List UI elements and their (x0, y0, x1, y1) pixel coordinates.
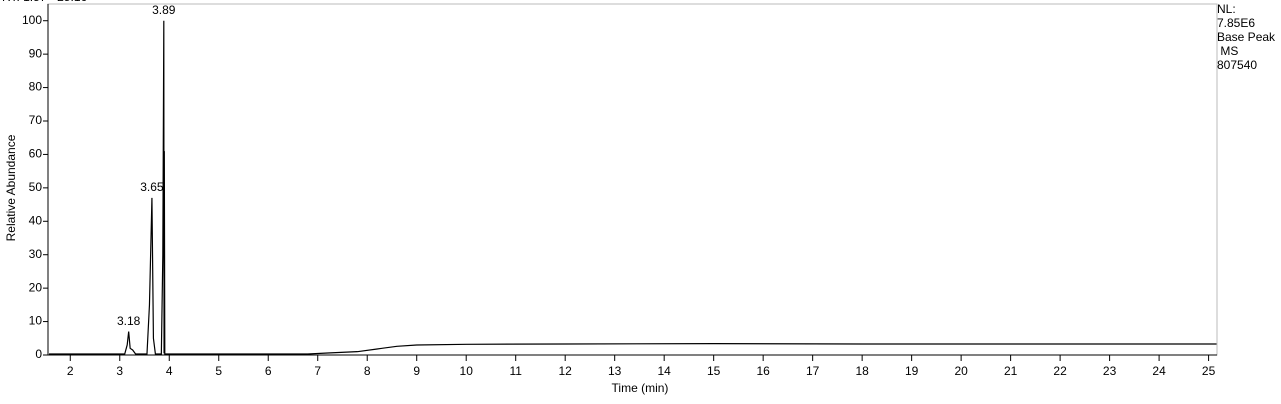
x-tick-label: 11 (509, 364, 522, 378)
side-note: Base Peak (1217, 30, 1276, 44)
x-tick-label: 5 (215, 364, 222, 378)
x-tick-label: 23 (1103, 364, 1117, 378)
header: RT: 1.57 - 25.16 (2, 0, 87, 4)
y-tick-label: 30 (29, 247, 43, 261)
x-tick-label: 25 (1202, 364, 1216, 378)
x-tick-label: 4 (166, 364, 173, 378)
x-tick-label: 17 (806, 364, 820, 378)
peak-label: 3.65 (140, 180, 164, 194)
y-tick-label: 0 (35, 347, 42, 361)
y-tick-label: 10 (29, 314, 43, 328)
x-tick-label: 16 (756, 364, 770, 378)
y-tick-label: 40 (29, 213, 43, 227)
y-tick-label: 60 (29, 147, 43, 161)
x-tick-label: 13 (608, 364, 622, 378)
x-axis-label: Time (min) (612, 381, 669, 395)
peak-label: 3.89 (152, 3, 176, 17)
y-tick-label: 90 (29, 46, 43, 60)
side-note: 807540 (1217, 58, 1257, 72)
trace (48, 20, 1217, 355)
x-tick-label: 15 (707, 364, 721, 378)
y-tick-label: 20 (29, 280, 43, 294)
x-tick-label: 24 (1152, 364, 1166, 378)
x-tick-label: 21 (1004, 364, 1018, 378)
x-tick-label: 7 (314, 364, 321, 378)
x-tick-label: 20 (954, 364, 968, 378)
y-tick-label: 50 (29, 180, 43, 194)
x-tick-label: 14 (657, 364, 671, 378)
side-note: 7.85E6 (1217, 16, 1255, 30)
x-tick-label: 18 (855, 364, 869, 378)
x-tick-label: 9 (413, 364, 420, 378)
x-tick-label: 6 (265, 364, 272, 378)
plot-frame (47, 3, 1218, 356)
x-tick-label: 22 (1053, 364, 1067, 378)
x-tick-label: 8 (364, 364, 371, 378)
y-tick-label: 100 (22, 13, 42, 27)
peak-label: 3.18 (117, 314, 141, 328)
x-tick-label: 10 (460, 364, 474, 378)
x-tick-label: 2 (67, 364, 74, 378)
side-note: NL: (1217, 2, 1236, 16)
side-note: MS (1217, 44, 1238, 58)
y-tick-label: 70 (29, 113, 43, 127)
y-axis-label: Relative Abundance (4, 134, 18, 241)
x-tick-label: 3 (116, 364, 123, 378)
x-tick-label: 12 (559, 364, 573, 378)
x-tick-label: 19 (905, 364, 919, 378)
y-tick-label: 80 (29, 80, 43, 94)
